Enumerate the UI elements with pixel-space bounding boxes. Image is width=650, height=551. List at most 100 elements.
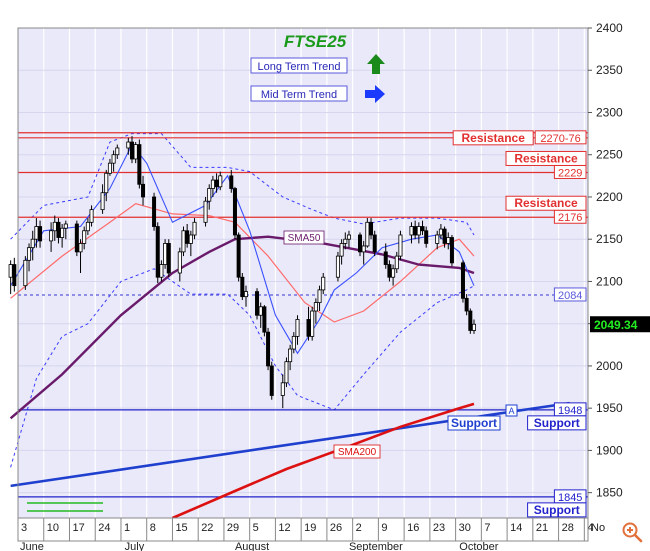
x-tick-label-6: 15	[175, 522, 187, 534]
month-label-3: September	[349, 541, 403, 551]
x-tick-label-11: 19	[304, 522, 316, 534]
x-axis: 3 10 17 24 1 8 15 22 29 5 12 19 26 2 9 16 23 30 7 14 21 28 4No…	[17, 502, 605, 551]
candle-body-4	[30, 238, 35, 249]
trend-legend: Long Term Trend Mid Term Trend	[250, 54, 385, 103]
y-tick-label-3: 2000	[596, 359, 623, 373]
candle-body-2	[23, 259, 28, 287]
zoom-button[interactable]	[619, 519, 645, 545]
bollinger-bands	[10, 133, 475, 468]
x-tick-label-8: 29	[227, 522, 239, 534]
candle-body-48	[258, 306, 263, 316]
level-value-2: 2229	[558, 167, 582, 179]
candle-body-85	[449, 237, 454, 264]
candle-body-43	[232, 188, 237, 236]
candle-body-15	[85, 221, 90, 232]
candle-body-10	[60, 227, 65, 238]
trend-arrow-up-icon	[367, 54, 385, 74]
candle-body-58	[310, 310, 315, 337]
candle-body-8	[52, 221, 57, 232]
candle-body-79	[420, 226, 425, 232]
y-tick-label-1: 1900	[596, 443, 623, 457]
zoom-in-icon	[622, 522, 643, 543]
candle-body-89	[471, 323, 476, 331]
x-tick-label-5: 8	[150, 522, 156, 534]
x-tick-label-9: 5	[253, 522, 259, 534]
x-tick-label-7: 22	[201, 522, 213, 534]
candle-body-28	[155, 226, 160, 278]
candle-body-46	[243, 291, 248, 298]
candle-body-25	[137, 144, 142, 185]
last-price-box	[590, 316, 650, 333]
level-tag-box-6	[527, 502, 587, 518]
candle-body-50	[266, 331, 271, 367]
candle-body-72	[387, 264, 392, 278]
x-tick-label-18: 7	[484, 522, 490, 534]
trend-arrow-right-icon	[365, 85, 385, 103]
candle-body-68	[365, 221, 370, 247]
candle-body-45	[240, 276, 245, 298]
candle-body-59	[313, 302, 318, 312]
candle-body-0	[8, 264, 13, 278]
level-tag-box-2	[505, 150, 587, 166]
x-tick-label-10: 12	[278, 522, 290, 534]
y-tick-label-11: 2400	[596, 21, 623, 35]
x-tick-label-17: 30	[459, 522, 471, 534]
month-label-1: July	[125, 541, 145, 551]
level-tag-6: Support	[534, 503, 580, 517]
ema-line	[10, 203, 475, 323]
y-tick-label-6: 2150	[596, 232, 623, 246]
candle-body-39	[210, 179, 215, 189]
level-tag-5: Support	[534, 416, 580, 430]
level-tag-box-3	[505, 195, 587, 211]
x-tick-label-14: 9	[381, 522, 387, 534]
candle-body-1	[12, 264, 17, 287]
month-label-0: June	[20, 541, 44, 551]
x-tick-label-2: 17	[72, 522, 84, 534]
candle-body-56	[295, 319, 300, 337]
x-tick-label-13: 2	[356, 522, 362, 534]
candle-body-88	[468, 310, 473, 331]
candle-body-69	[369, 221, 374, 236]
candle-body-51	[269, 365, 274, 396]
bollinger-upper-band	[10, 133, 475, 240]
level-value-4: 2084	[558, 290, 582, 302]
candle-body-41	[218, 175, 223, 188]
trendline-tag: Support	[451, 416, 497, 430]
short-ma-line	[10, 143, 475, 355]
candle-body-47	[255, 291, 260, 316]
candle-body-29	[159, 264, 164, 278]
candle-body-83	[442, 228, 447, 244]
candle-body-13	[78, 243, 83, 253]
candle-body-38	[207, 188, 212, 202]
level-value-5: 1948	[558, 405, 582, 417]
candle-body-3	[27, 247, 32, 261]
x-tick-label-23: No	[591, 522, 605, 534]
x-tick-label-12: 26	[330, 522, 342, 534]
candle-body-26	[141, 183, 146, 198]
candle-body-36	[192, 221, 197, 236]
trend-box-1	[250, 85, 348, 102]
x-tick-label-20: 21	[536, 522, 548, 534]
candle-body-6	[38, 226, 43, 242]
candle-body-22	[126, 141, 131, 149]
level-tag-0: Resistance	[462, 131, 526, 145]
x-tick-label-21: 28	[562, 522, 574, 534]
candle-body-42	[229, 175, 234, 189]
candle-body-84	[446, 237, 451, 244]
candle-body-21	[115, 147, 120, 156]
candle-body-71	[383, 251, 388, 265]
trend-label-1: Mid Term Trend	[261, 89, 337, 101]
candle-body-67	[361, 245, 366, 253]
trendline-marker-box	[505, 404, 518, 417]
candle-body-86	[460, 262, 465, 299]
candle-body-5	[34, 226, 39, 240]
candle-body-63	[339, 243, 344, 257]
x-tick-label-19: 14	[510, 522, 522, 534]
candle-body-54	[288, 348, 293, 363]
x-tick-label-22: 4	[587, 522, 593, 534]
candle-body-81	[435, 234, 440, 244]
candle-body-64	[343, 238, 348, 244]
chart-title: FTSE25	[284, 32, 347, 51]
candle-body-30	[163, 243, 168, 265]
